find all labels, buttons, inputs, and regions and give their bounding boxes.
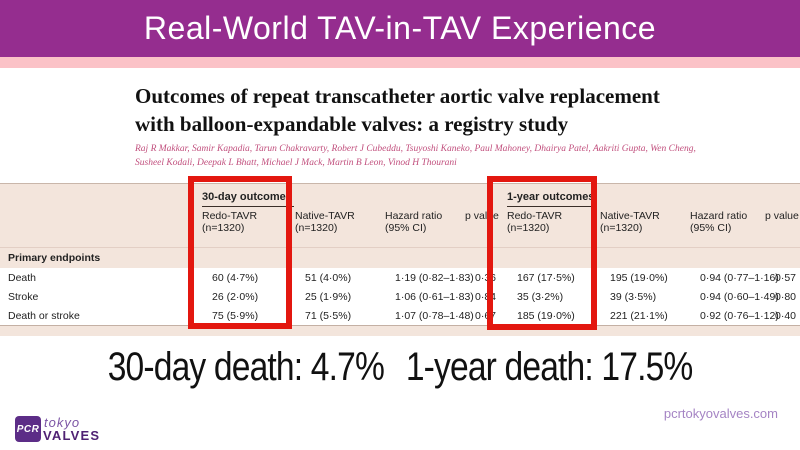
column-header-1y-native: Native-TAVR (n=1320) xyxy=(600,210,660,234)
column-header-30d-native: Native-TAVR (n=1320) xyxy=(295,210,355,234)
row-label: Stroke xyxy=(8,290,39,303)
table-row-death-or-stroke: Death or stroke 75 (5·9%) 71 (5·5%) 1·07… xyxy=(0,306,800,325)
group-header-30day: 30-day outcomes xyxy=(202,191,507,207)
slide-footer: PCR tokyo VALVES pcrtokyovalves.com xyxy=(0,398,800,450)
section-label: Primary endpoints xyxy=(8,252,101,264)
pcr-logo-text: PCR xyxy=(16,423,40,435)
highlight-box-1year-redo-tavr xyxy=(487,176,597,330)
pcr-logo: PCR xyxy=(15,416,41,442)
paper-title-line2: with balloon-expandable valves: a regist… xyxy=(135,112,569,136)
slide-title: Real-World TAV-in-TAV Experience xyxy=(143,10,657,46)
table-row-stroke: Stroke 26 (2·0%) 25 (1·9%) 1·06 (0·61–1·… xyxy=(0,287,800,306)
column-header-empty xyxy=(0,210,202,245)
takeaway-text: 30-day death: 4.7% 1-year death: 17.5% xyxy=(107,344,694,390)
column-header-1y-pvalue: p value xyxy=(765,210,799,222)
paper-title-line1: Outcomes of repeat transcatheter aortic … xyxy=(135,84,660,108)
slide-title-bar: Real-World TAV-in-TAV Experience xyxy=(0,0,800,57)
paper-header: Outcomes of repeat transcatheter aortic … xyxy=(0,68,800,183)
outcomes-table: 30-day outcomes 1-year outcomes Redo-TAV… xyxy=(0,183,800,340)
paper-authors: Raj R Makkar, Samir Kapadia, Tarun Chakr… xyxy=(135,142,775,170)
column-header-1y-hazard: Hazard ratio (95% CI) xyxy=(690,210,748,234)
site-url-link[interactable]: pcrtokyovalves.com xyxy=(663,406,778,421)
paper-title: Outcomes of repeat transcatheter aortic … xyxy=(135,82,755,138)
column-header-30d-hazard: Hazard ratio (95% CI) xyxy=(385,210,443,234)
row-label: Death or stroke xyxy=(8,309,80,322)
table-section-row: Primary endpoints xyxy=(0,247,800,268)
takeaway-banner: 30-day death: 4.7% 1-year death: 17.5% xyxy=(0,336,800,398)
logo-valves-text: VALVES xyxy=(43,428,101,443)
authors-line1: Raj R Makkar, Samir Kapadia, Tarun Chakr… xyxy=(135,144,696,154)
group-header-1year: 1-year outcomes xyxy=(507,191,800,207)
takeaway-30day: 30-day death: 4.7% xyxy=(107,344,385,389)
table-row-death: Death 60 (4·7%) 51 (4·0%) 1·19 (0·82–1·8… xyxy=(0,268,800,287)
logo-tokyo-text: tokyo xyxy=(44,415,81,430)
takeaway-1year: 1-year death: 17.5% xyxy=(405,344,693,389)
table-group-header-row: 30-day outcomes 1-year outcomes xyxy=(0,184,800,207)
highlight-box-30day-redo-tavr xyxy=(188,176,292,329)
table-column-header-row: Redo-TAVR (n=1320) Native-TAVR (n=1320) … xyxy=(0,207,800,245)
column-header-30d-redo: Redo-TAVR (n=1320) xyxy=(202,210,258,234)
column-header-1y-redo: Redo-TAVR (n=1320) xyxy=(507,210,563,234)
row-label: Death xyxy=(8,271,37,284)
authors-line2: Susheel Kodali, Deepak L Bhatt, Michael … xyxy=(135,158,457,168)
